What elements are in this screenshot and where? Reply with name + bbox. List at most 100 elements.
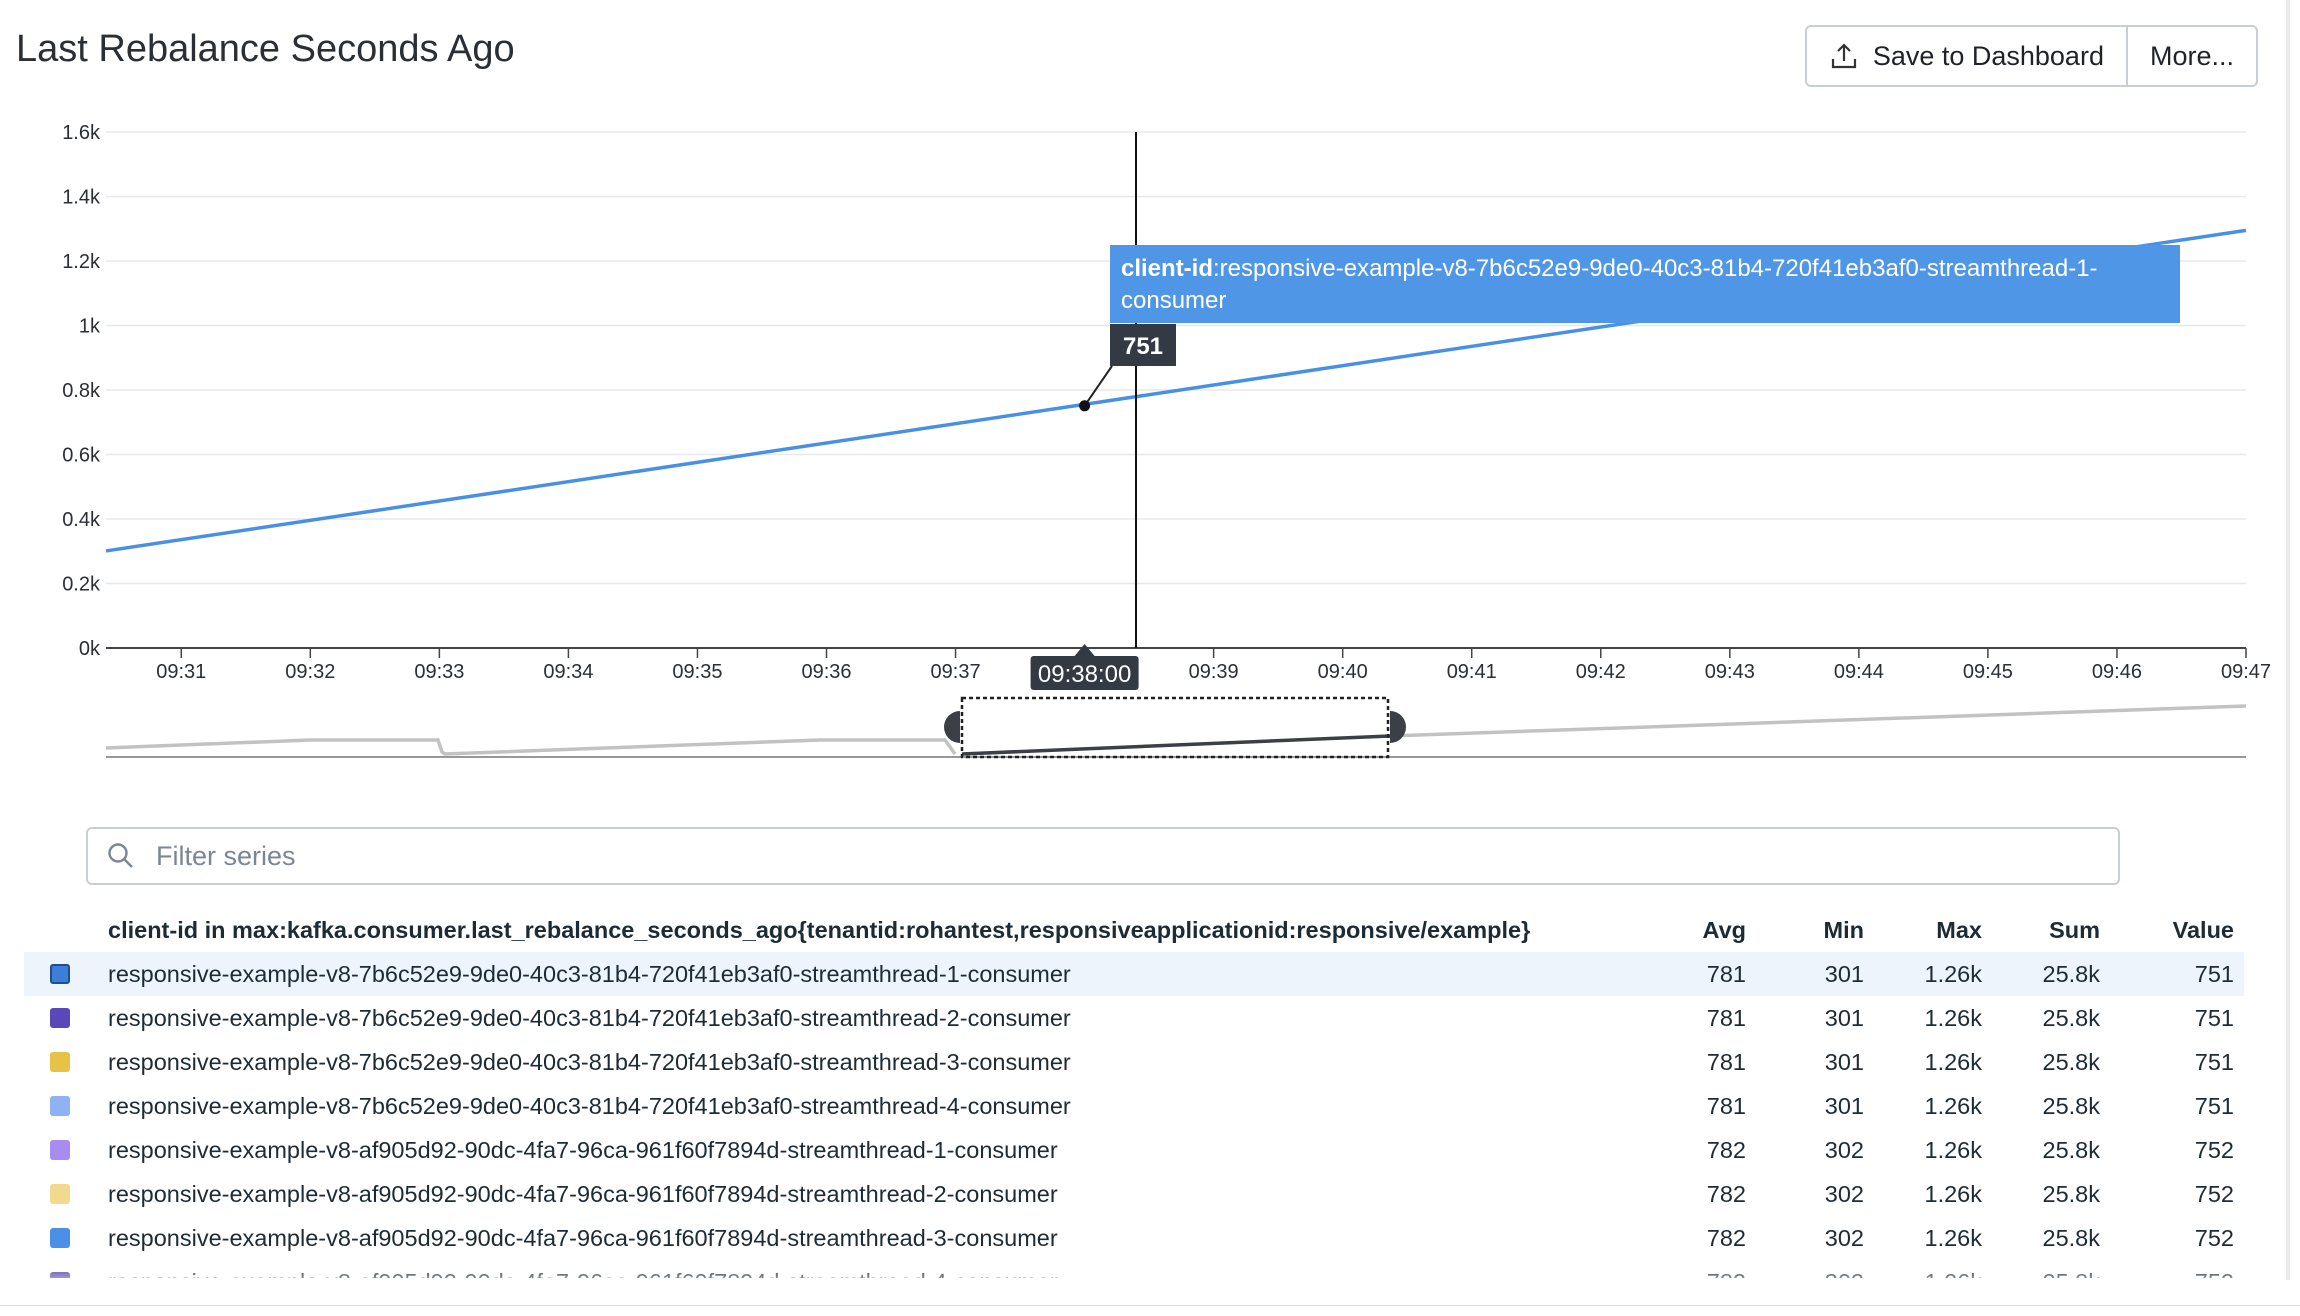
page-scrollbar[interactable] — [2286, 0, 2290, 1280]
filter-series-box[interactable] — [86, 827, 2120, 885]
x-tick-label: 09:41 — [1447, 661, 1497, 683]
x-tick-label: 09:32 — [285, 661, 335, 683]
legend-header-name: client-id in max:kafka.consumer.last_reb… — [108, 916, 1531, 943]
hover-value-box — [1110, 324, 1176, 366]
legend-row-min: 301 — [1824, 1048, 1864, 1075]
legend-rows: responsive-example-v8-7b6c52e9-9de0-40c3… — [24, 952, 2244, 1278]
save-to-dashboard-label: Save to Dashboard — [1872, 40, 2104, 71]
hover-point[interactable] — [1079, 400, 1091, 412]
legend-row-min: 302 — [1824, 1136, 1864, 1163]
series-tooltip — [1110, 245, 2180, 323]
y-tick-label: 0.4k — [62, 509, 101, 531]
overview-right-handle[interactable] — [1390, 711, 1406, 743]
legend-header-max[interactable]: Max — [1936, 916, 1982, 943]
legend-header-sum[interactable]: Sum — [2049, 916, 2100, 943]
legend-row-value: 751 — [2194, 1004, 2234, 1031]
y-tick-label: 1.2k — [62, 251, 101, 273]
x-tick-label: 09:37 — [931, 661, 981, 683]
series-color-swatch[interactable] — [50, 1096, 70, 1116]
legend-row-sum: 25.8k — [2042, 1180, 2101, 1207]
legend-row-name: responsive-example-v8-7b6c52e9-9de0-40c3… — [108, 1048, 1071, 1075]
series-color-swatch[interactable] — [50, 1008, 70, 1028]
hover-time-pointer — [1074, 644, 1095, 656]
legend-row-value: 751 — [2194, 1048, 2234, 1075]
legend-row[interactable]: responsive-example-v8-7b6c52e9-9de0-40c3… — [24, 996, 2244, 1040]
series-color-swatch[interactable] — [50, 1052, 70, 1072]
widget-actions: Save to Dashboard More... — [1804, 25, 2258, 87]
x-tick-label: 09:36 — [801, 661, 851, 683]
legend-row-sum: 25.8k — [2042, 1224, 2101, 1251]
search-icon — [108, 843, 133, 868]
legend-row[interactable]: responsive-example-v8-af905d92-90dc-4fa7… — [24, 1216, 2244, 1260]
legend-row[interactable]: responsive-example-v8-7b6c52e9-9de0-40c3… — [24, 1084, 2244, 1128]
hover-value-label: 751 — [1123, 333, 1163, 360]
filter-series-input[interactable] — [154, 839, 2058, 873]
legend-row[interactable]: responsive-example-v8-af905d92-90dc-4fa7… — [24, 1172, 2244, 1216]
widget-title: Last Rebalance Seconds Ago — [16, 28, 515, 70]
legend-row-name: responsive-example-v8-7b6c52e9-9de0-40c3… — [108, 1092, 1071, 1119]
legend-row-max: 1.26k — [1924, 1048, 1983, 1075]
divider — [0, 1305, 2300, 1306]
y-axis: 0k 0.2k 0.4k 0.6k 0.8k 1k 1.2k 1.4k 1.6k — [62, 122, 101, 660]
legend-row[interactable]: responsive-example-v8-7b6c52e9-9de0-40c3… — [24, 952, 2244, 996]
series-color-swatch[interactable] — [50, 964, 70, 984]
legend-row-name: responsive-example-v8-af905d92-90dc-4fa7… — [108, 1136, 1058, 1163]
x-tick-label: 09:39 — [1189, 661, 1239, 683]
legend-row-max: 1.26k — [1924, 1224, 1983, 1251]
y-tick-label: 1.6k — [62, 122, 101, 144]
legend-header-avg[interactable]: Avg — [1702, 916, 1746, 943]
legend-row-value: 752 — [2194, 1180, 2234, 1207]
x-tick-label: 09:40 — [1318, 661, 1368, 683]
legend-row-sum: 25.8k — [2042, 1004, 2101, 1031]
x-tick-label: 09:42 — [1576, 661, 1626, 683]
time-range-overview[interactable] — [105, 696, 2247, 759]
legend-row-max: 1.26k — [1924, 1004, 1983, 1031]
tooltip-line-2: consumer — [1121, 287, 1226, 314]
series-color-swatch[interactable] — [50, 1140, 70, 1160]
x-tick-label: 09:34 — [543, 661, 593, 683]
legend-header-min[interactable]: Min — [1823, 916, 1864, 943]
legend-row[interactable]: responsive-example-v8-af905d92-90dc-4fa7… — [24, 1128, 2244, 1172]
legend-row-value: 752 — [2194, 1224, 2234, 1251]
legend-row-avg: 781 — [1706, 1048, 1746, 1075]
legend-row-min: 301 — [1824, 1004, 1864, 1031]
scroll-fade — [0, 1270, 2300, 1316]
legend-row-name: responsive-example-v8-7b6c52e9-9de0-40c3… — [108, 1004, 1071, 1031]
value-leader-line — [1083, 365, 1113, 407]
legend-row-sum: 25.8k — [2042, 1092, 2101, 1119]
legend-row-min: 302 — [1824, 1224, 1864, 1251]
legend-row-value: 751 — [2194, 1092, 2234, 1119]
legend-row-sum: 25.8k — [2042, 1048, 2101, 1075]
legend-row-value: 752 — [2194, 1136, 2234, 1163]
series-color-swatch[interactable] — [50, 1184, 70, 1204]
x-tick-label: 09:31 — [156, 661, 206, 683]
y-tick-label: 0.2k — [62, 574, 101, 596]
legend-header: client-id in max:kafka.consumer.last_reb… — [24, 908, 2244, 952]
legend-row-sum: 25.8k — [2042, 960, 2101, 987]
hover-time-label: 09:38:00 — [1038, 661, 1131, 688]
overview-series-after — [1389, 704, 2247, 738]
overview-left-handle[interactable] — [944, 711, 960, 743]
x-axis: 09:3109:3209:3309:3409:3509:3609:3709:38… — [156, 648, 2271, 683]
legend-row-name: responsive-example-v8-7b6c52e9-9de0-40c3… — [108, 960, 1071, 987]
save-to-dashboard-button[interactable]: Save to Dashboard — [1807, 27, 2126, 85]
legend-row-avg: 781 — [1706, 1004, 1746, 1031]
legend-row-avg: 782 — [1706, 1136, 1746, 1163]
legend-row-sum: 25.8k — [2042, 1136, 2101, 1163]
more-button[interactable]: More... — [2125, 27, 2256, 85]
x-tick-label: 09:33 — [414, 661, 464, 683]
legend-row-max: 1.26k — [1924, 1092, 1983, 1119]
x-tick-label: 09:35 — [672, 661, 722, 683]
series-color-swatch[interactable] — [50, 1228, 70, 1248]
legend-row-avg: 782 — [1706, 1180, 1746, 1207]
legend-row-max: 1.26k — [1924, 1180, 1983, 1207]
legend-row-name: responsive-example-v8-af905d92-90dc-4fa7… — [108, 1224, 1058, 1251]
legend-row[interactable]: responsive-example-v8-7b6c52e9-9de0-40c3… — [24, 1040, 2244, 1084]
timeseries-chart[interactable]: 0k 0.2k 0.4k 0.6k 0.8k 1k 1.2k 1.4k 1.6k 09:31 09… — [0, 0, 2300, 800]
legend-row-avg: 781 — [1706, 960, 1746, 987]
hover-time-box — [1030, 656, 1139, 690]
legend-row-max: 1.26k — [1924, 1136, 1983, 1163]
overview-selection[interactable] — [960, 696, 1390, 759]
series-legend: client-id in max:kafka.consumer.last_reb… — [24, 908, 2244, 1278]
legend-header-value[interactable]: Value — [2172, 916, 2234, 943]
